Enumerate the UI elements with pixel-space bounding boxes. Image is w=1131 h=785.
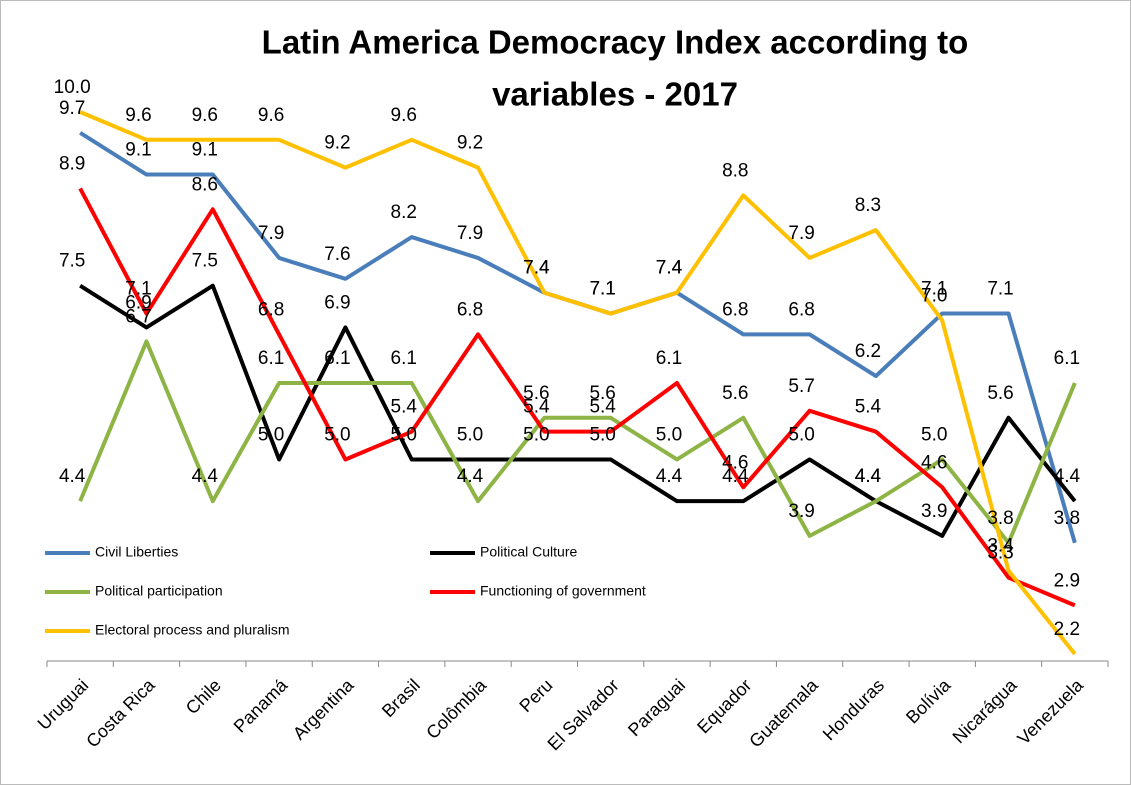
data-label: 9.6 <box>258 105 284 126</box>
data-label: 9.7 <box>59 98 85 119</box>
data-label: 5.0 <box>523 424 549 445</box>
data-label: 7.4 <box>656 258 683 279</box>
data-label: 7.9 <box>788 223 814 244</box>
data-label: 5.4 <box>855 397 882 418</box>
data-label: 5.0 <box>324 424 350 445</box>
data-label: 5.6 <box>722 383 748 404</box>
data-label: 3.4 <box>987 536 1014 557</box>
data-label: 9.2 <box>324 133 350 154</box>
data-label: 9.6 <box>391 105 417 126</box>
data-label: 9.6 <box>192 105 218 126</box>
data-label: 6.1 <box>324 348 350 369</box>
data-label: 4.4 <box>722 466 749 487</box>
series-line <box>78 339 1077 545</box>
data-label: 7.1 <box>589 279 615 300</box>
data-label: 7.5 <box>59 251 85 272</box>
data-label: 9.6 <box>125 105 151 126</box>
data-label: 4.4 <box>855 466 882 487</box>
data-label: 5.0 <box>258 424 284 445</box>
data-label: 6.8 <box>457 299 483 320</box>
data-label: 8.9 <box>59 153 85 174</box>
data-label: 3.9 <box>921 501 947 522</box>
data-label: 8.8 <box>722 160 748 181</box>
data-label: 7.4 <box>656 258 683 279</box>
data-label: 4.4 <box>59 466 86 487</box>
data-label: 5.0 <box>589 424 615 445</box>
data-label: 6.1 <box>1054 348 1080 369</box>
data-label: 5.0 <box>921 424 947 445</box>
data-label: 7.0 <box>921 285 947 306</box>
data-label: 7.4 <box>523 258 550 279</box>
data-label: 7.1 <box>987 279 1013 300</box>
data-label: 6.2 <box>855 341 881 362</box>
data-label: 2.2 <box>1054 619 1080 640</box>
data-label: 4.4 <box>192 466 219 487</box>
data-label: 4.6 <box>722 452 748 473</box>
data-label: 7.6 <box>324 244 350 265</box>
data-label: 7.5 <box>192 251 218 272</box>
data-label: 3.3 <box>987 543 1013 564</box>
data-label: 4.4 <box>1054 466 1081 487</box>
data-label: 6.9 <box>324 292 350 313</box>
data-label: 5.6 <box>523 383 549 404</box>
legend-label: Functioning of government <box>480 583 646 599</box>
data-label: 6.8 <box>258 299 284 320</box>
data-label: 5.4 <box>589 397 616 418</box>
legend-label: Political participation <box>95 583 223 599</box>
data-label: 6.1 <box>391 348 417 369</box>
data-label: 5.0 <box>788 424 814 445</box>
data-label: 7.1 <box>125 279 151 300</box>
data-label: 6.8 <box>722 299 748 320</box>
chart-title: Latin America Democracy Index according … <box>262 24 969 61</box>
data-label: 5.6 <box>589 383 615 404</box>
data-label: 4.4 <box>656 466 683 487</box>
data-label: 3.8 <box>1054 508 1080 529</box>
legend-label: Civil Liberties <box>95 544 178 560</box>
legend-label: Political Culture <box>480 544 577 560</box>
data-label: 5.0 <box>391 424 417 445</box>
data-label: 3.9 <box>788 501 814 522</box>
data-label: 8.6 <box>192 174 218 195</box>
data-label: 5.7 <box>788 376 814 397</box>
data-label: 3.8 <box>987 508 1013 529</box>
data-label: 6.1 <box>656 348 682 369</box>
data-label: 9.2 <box>457 133 483 154</box>
data-label: 5.4 <box>391 397 418 418</box>
legend-label: Electoral process and pluralism <box>95 622 290 638</box>
data-label: 6.8 <box>788 299 814 320</box>
data-label: 5.6 <box>987 383 1013 404</box>
data-label: 6.7 <box>125 306 151 327</box>
data-label: 8.3 <box>855 195 881 216</box>
data-label: 5.0 <box>656 424 682 445</box>
data-label: 8.2 <box>391 202 417 223</box>
data-label: 5.4 <box>523 397 550 418</box>
data-label: 10.0 <box>54 77 91 98</box>
data-label: 2.9 <box>1054 570 1080 591</box>
data-label: 9.1 <box>125 140 151 161</box>
series-line <box>78 187 1076 608</box>
data-label: 6.9 <box>125 292 151 313</box>
data-label: 7.1 <box>589 279 615 300</box>
series-line <box>79 283 1077 538</box>
data-label: 7.4 <box>523 258 550 279</box>
data-label: 4.6 <box>921 452 947 473</box>
series-line <box>79 110 1077 656</box>
data-label: 9.1 <box>192 140 218 161</box>
data-label: 5.0 <box>457 424 483 445</box>
data-label: 4.4 <box>457 466 484 487</box>
chart-title: variables - 2017 <box>492 76 738 113</box>
data-label: 6.1 <box>258 348 284 369</box>
data-label: 4.4 <box>855 466 882 487</box>
data-label: 7.1 <box>921 279 947 300</box>
data-label: 7.9 <box>457 223 483 244</box>
data-label: 7.9 <box>258 223 284 244</box>
